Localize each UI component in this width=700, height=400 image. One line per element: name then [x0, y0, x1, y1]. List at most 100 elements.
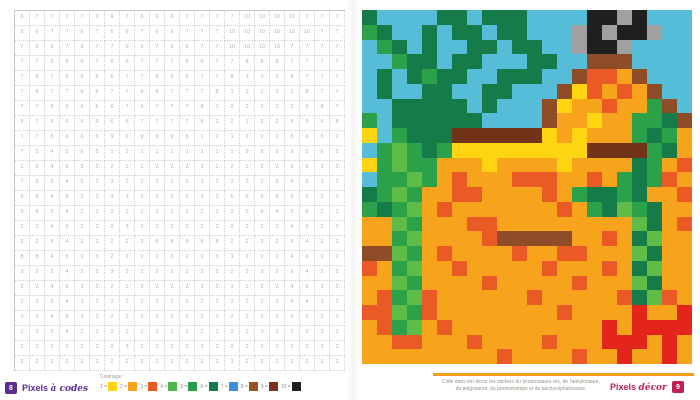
legend-color-swatch — [148, 382, 158, 391]
code-cell: 2 — [120, 356, 135, 371]
art-pixel-light-green — [407, 231, 422, 246]
code-cell: 2 — [315, 236, 330, 251]
art-pixel-smoke-black — [587, 10, 602, 25]
art-pixel-orange-sand — [662, 305, 677, 320]
code-cell: 7 — [315, 41, 330, 56]
art-pixel-dark-green — [407, 98, 422, 114]
art-pixel-sky-blue — [497, 98, 512, 114]
code-cell: 5 — [45, 206, 60, 221]
code-cell: 3 — [285, 311, 300, 326]
legend-color-swatch — [188, 382, 198, 391]
art-pixel-orange-sand — [677, 275, 692, 291]
art-pixel-red-orange — [437, 319, 452, 335]
code-cell: 2 — [15, 236, 30, 251]
art-pixel-orange-sand — [587, 231, 602, 246]
code-cell: 2 — [300, 311, 315, 326]
code-cell: 7 — [60, 41, 75, 56]
code-cell: 5 — [300, 161, 315, 176]
art-pixel-red-orange — [422, 290, 437, 305]
art-pixel-orange-sand — [572, 157, 587, 173]
code-cell: 3 — [120, 221, 135, 236]
code-cell: 7 — [210, 56, 225, 71]
art-pixel-orange-sand — [467, 305, 482, 320]
art-pixel-dark-green — [602, 201, 617, 217]
art-pixel-sky-blue — [677, 39, 692, 55]
art-pixel-green — [392, 201, 407, 217]
code-cell: 4 — [60, 326, 75, 341]
code-cell: 2 — [150, 266, 165, 281]
art-pixel-brown — [587, 54, 602, 69]
art-pixel-orange-sand — [452, 275, 467, 291]
art-pixel-red-orange — [422, 305, 437, 320]
code-cell: 4 — [45, 251, 60, 266]
code-cell: 3 — [255, 326, 270, 341]
code-cell: 7 — [15, 71, 30, 86]
art-pixel-orange-sand — [542, 305, 557, 320]
art-pixel-lava-red — [632, 334, 647, 350]
art-pixel-sky-blue — [362, 83, 377, 99]
code-cell: 2 — [330, 146, 345, 161]
code-cell: 3 — [135, 236, 150, 251]
code-cell: 5 — [60, 281, 75, 296]
art-pixel-orange-sand — [662, 260, 677, 276]
art-pixel-sky-blue — [542, 24, 557, 40]
code-cell: 1 — [225, 146, 240, 161]
code-cell: 3 — [330, 311, 345, 326]
art-pixel-dark-green — [407, 113, 422, 128]
code-cell: 4 — [60, 206, 75, 221]
art-pixel-orange-sand — [437, 216, 452, 232]
art-pixel-orange-sand — [452, 246, 467, 261]
art-pixel-sky-blue — [677, 54, 692, 69]
art-pixel-orange-sand — [662, 187, 677, 202]
art-pixel-orange-sand — [587, 305, 602, 320]
code-cell: 5 — [45, 131, 60, 146]
code-cell: 5 — [45, 56, 60, 71]
art-pixel-dark-green — [482, 39, 497, 55]
code-cell: 3 — [240, 71, 255, 86]
art-pixel-sky-blue — [542, 69, 557, 84]
art-pixel-light-green — [392, 246, 407, 261]
code-cell: 1 — [225, 131, 240, 146]
code-cell: 2 — [330, 356, 345, 371]
art-pixel-red-orange — [587, 69, 602, 84]
legend-item-label: 3 = — [140, 383, 148, 390]
code-cell: 2 — [180, 326, 195, 341]
art-pixel-dark-green — [467, 113, 482, 128]
code-cell: 2 — [90, 311, 105, 326]
legend-item-label: 6 = — [200, 383, 208, 390]
code-cell: 7 — [315, 86, 330, 101]
code-cell: 10 — [285, 26, 300, 41]
code-cell: 2 — [75, 326, 90, 341]
code-cell: 2 — [150, 341, 165, 356]
art-pixel-orange-sand — [617, 128, 632, 143]
code-cell: 5 — [240, 206, 255, 221]
art-pixel-sky-blue — [527, 83, 542, 99]
code-cell: 2 — [240, 236, 255, 251]
code-cell: 6 — [135, 86, 150, 101]
art-pixel-orange-sand — [437, 334, 452, 350]
art-pixel-brown — [662, 98, 677, 114]
code-cell: 7 — [225, 11, 240, 26]
art-pixel-orange-sand — [557, 187, 572, 202]
art-pixel-orange-sand — [422, 260, 437, 276]
art-pixel-dark-brown — [512, 128, 527, 143]
code-cell: 3 — [240, 176, 255, 191]
art-pixel-sky-blue — [647, 10, 662, 25]
code-cell: 6 — [45, 116, 60, 131]
code-cell: 7 — [195, 41, 210, 56]
art-pixel-orange-sand — [542, 275, 557, 291]
code-cell: 2 — [330, 296, 345, 311]
code-cell: 8 — [315, 101, 330, 116]
art-pixel-orange-sand — [572, 216, 587, 232]
art-pixel-orange-sand — [677, 231, 692, 246]
art-pixel-orange-sand — [647, 305, 662, 320]
art-pixel-orange-sand — [677, 260, 692, 276]
code-cell: 2 — [315, 281, 330, 296]
code-cell: 2 — [15, 326, 30, 341]
code-cell: 3 — [285, 341, 300, 356]
code-cell: 3 — [195, 266, 210, 281]
code-cell: 3 — [330, 221, 345, 236]
code-cell: 10 — [225, 26, 240, 41]
code-cell: 2 — [255, 281, 270, 296]
code-cell: 7 — [150, 101, 165, 116]
